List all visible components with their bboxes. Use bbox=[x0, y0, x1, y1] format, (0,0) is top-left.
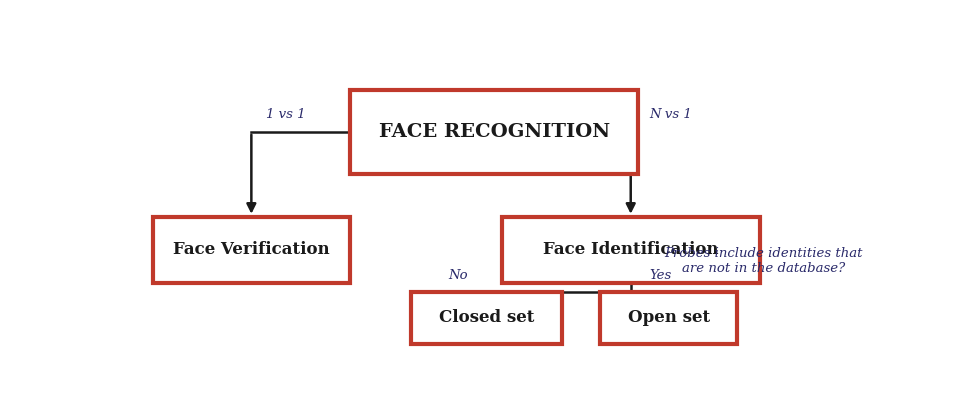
Text: Closed set: Closed set bbox=[438, 310, 534, 327]
FancyBboxPatch shape bbox=[411, 292, 561, 344]
FancyBboxPatch shape bbox=[501, 217, 759, 283]
Text: N vs 1: N vs 1 bbox=[649, 108, 691, 121]
Text: FACE RECOGNITION: FACE RECOGNITION bbox=[378, 123, 609, 141]
Text: Face Verification: Face Verification bbox=[173, 241, 330, 259]
Text: Yes: Yes bbox=[649, 269, 671, 282]
Text: 1 vs 1: 1 vs 1 bbox=[265, 108, 305, 121]
FancyBboxPatch shape bbox=[350, 90, 638, 174]
FancyBboxPatch shape bbox=[153, 217, 350, 283]
Text: Probes include identities that
are not in the database?: Probes include identities that are not i… bbox=[663, 246, 862, 274]
FancyBboxPatch shape bbox=[600, 292, 736, 344]
Text: No: No bbox=[448, 269, 467, 282]
Text: Open set: Open set bbox=[627, 310, 709, 327]
Text: Face Identification: Face Identification bbox=[543, 241, 718, 259]
